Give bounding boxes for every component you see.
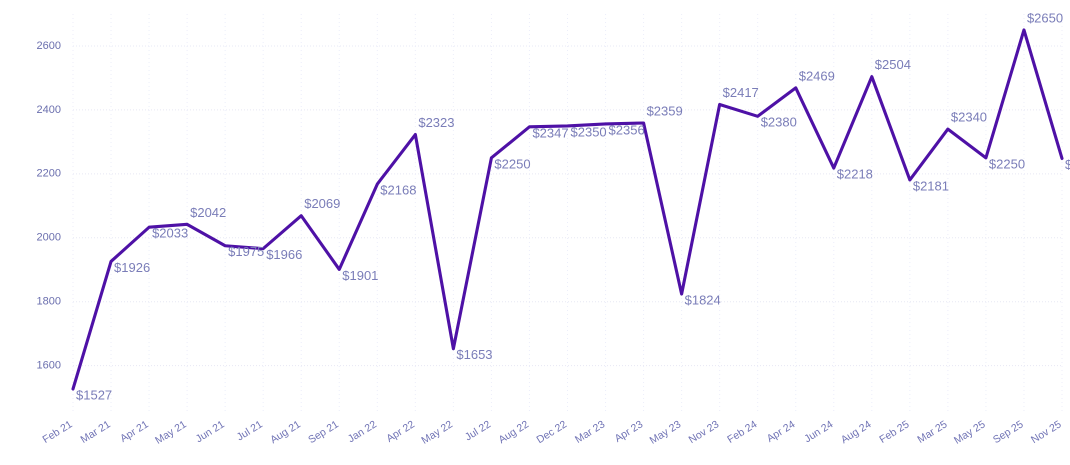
x-axis-tick-label: Sep 21: [306, 418, 341, 446]
data-point-label: $2250: [494, 156, 530, 171]
data-point-label: $2069: [304, 196, 340, 211]
x-axis-tick-label: Mar 25: [915, 418, 949, 446]
x-axis-tick-label: Apr 24: [765, 418, 798, 445]
x-axis-tick-label: Aug 24: [839, 418, 874, 446]
x-axis-tick-label: Dec 22: [535, 418, 570, 446]
data-point-label: $2350: [571, 124, 607, 139]
x-axis-tick-label: Jul 21: [235, 418, 265, 443]
x-axis-tick-label: May 22: [419, 418, 455, 447]
data-point-label: $1824: [685, 292, 721, 307]
data-point-label: $2417: [723, 85, 759, 100]
data-point-label: $2250: [989, 156, 1025, 171]
x-axis-tick-label: May 25: [952, 418, 988, 447]
data-point-label: $2469: [799, 68, 835, 83]
x-axis-tick-label: Jul 22: [463, 418, 493, 443]
x-axis-tick-label: Jan 22: [346, 418, 379, 445]
data-point-label: $2347: [532, 125, 568, 140]
data-point-label: $2340: [951, 110, 987, 125]
x-axis-tick-label: Jun 21: [194, 418, 227, 445]
data-point-labels: $1527 $1926 $2033$2042 $1975 $1966 $2069 $1901…: [76, 10, 1070, 402]
data-point-label: $2359: [647, 103, 683, 118]
data-point-label: $2323: [418, 115, 454, 130]
x-axis-tick-label: Apr 22: [384, 418, 417, 445]
data-point-label: $2380: [761, 115, 797, 130]
x-axis-tick-label: Apr 21: [118, 418, 151, 445]
x-axis-tick-label: Feb 24: [725, 418, 759, 446]
x-axis-tick-label: Aug 22: [496, 418, 531, 446]
data-point-label: $1527: [76, 387, 112, 402]
data-point-label: $2033: [152, 226, 188, 241]
data-series-line: [71, 28, 1064, 391]
x-axis-tick-label: Apr 23: [613, 418, 646, 445]
x-axis-tick-label: Feb 25: [877, 418, 911, 446]
x-axis-tick-label: May 21: [153, 418, 189, 447]
data-point-label: $1926: [114, 260, 150, 275]
y-axis-tick-label: 2600: [37, 40, 61, 52]
data-point-label: $1901: [342, 268, 378, 283]
x-axis-tick-label: Nov 25: [1029, 418, 1064, 446]
x-axis-tick-label: Sep 25: [991, 418, 1026, 446]
x-axis-tick-label: Aug 21: [268, 418, 303, 446]
x-axis-tick-label: Mar 23: [573, 418, 607, 446]
data-point-label: $2168: [380, 183, 416, 198]
data-point-label: $1653: [456, 347, 492, 362]
data-point-label: $2248: [1065, 157, 1070, 172]
y-axis-tick-label: 1600: [37, 360, 61, 372]
data-point-label: $2218: [837, 167, 873, 182]
data-point-label: $2504: [875, 57, 911, 72]
data-point-label: $2181: [913, 178, 949, 193]
y-axis-tick-label: 2400: [37, 104, 61, 116]
y-axis-tick-label: 2000: [37, 232, 61, 244]
y-axis-tick-label: 2200: [37, 168, 61, 180]
x-axis-tick-label: Jun 24: [802, 418, 835, 445]
x-axis-tick-label: May 23: [648, 418, 684, 447]
y-axis-tick-label: 1800: [37, 296, 61, 308]
data-point-label: $2650: [1027, 10, 1063, 25]
x-axis-tick-label: Nov 23: [687, 418, 722, 446]
data-point-label: $2356: [609, 122, 645, 137]
data-point-label: $2042: [190, 205, 226, 220]
y-axis-tick-labels: 1600 1800 2000 2200 2400 2600: [37, 40, 61, 372]
data-point-label: $1975: [228, 244, 264, 259]
x-axis-tick-labels: Feb 21 Mar 21 Apr 21 May 21 Jun 21 Jul 21 Aug …: [40, 418, 1063, 447]
x-axis-tick-label: Mar 21: [79, 418, 113, 446]
data-point-label: $1966: [266, 247, 302, 262]
x-axis-tick-label: Feb 21: [40, 418, 74, 446]
